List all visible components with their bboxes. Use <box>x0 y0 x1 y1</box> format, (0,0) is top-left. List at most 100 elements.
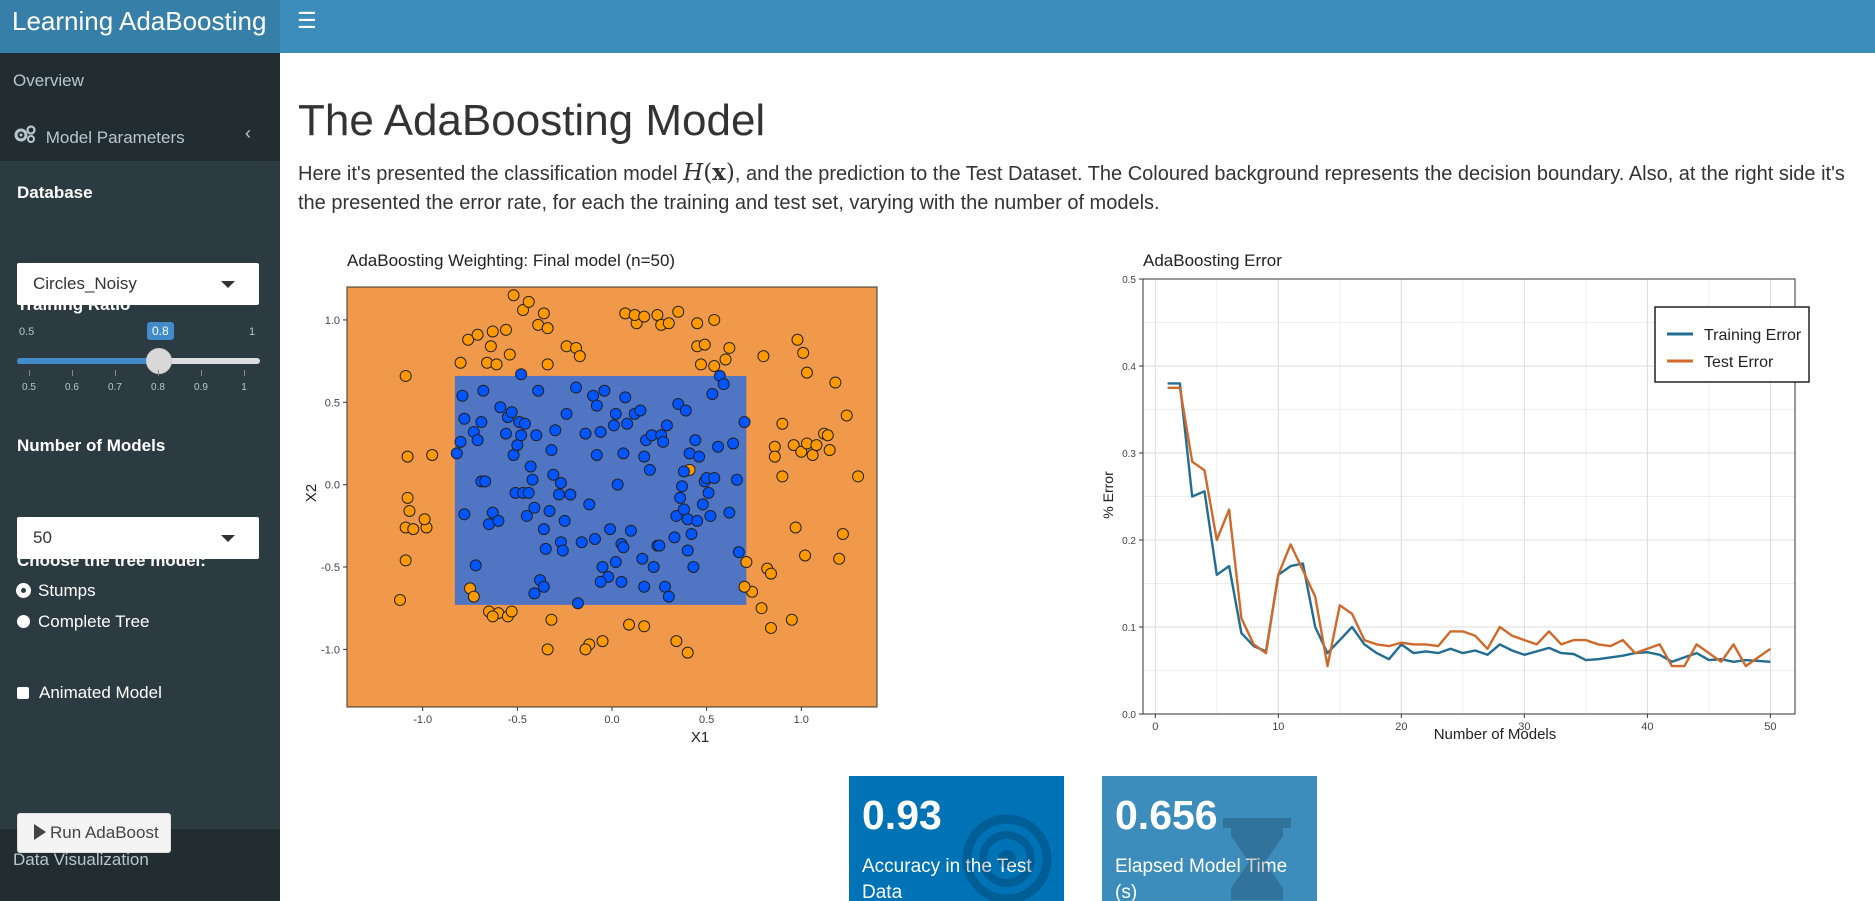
point-class-a <box>740 556 753 569</box>
x-tick-label: 0.5 <box>699 714 714 726</box>
point-class-b <box>615 575 628 588</box>
point-class-a <box>833 552 846 565</box>
x-tick-label: 20 <box>1395 721 1407 733</box>
y-tick-label: -1.0 <box>321 644 340 656</box>
point-class-a <box>765 567 777 580</box>
error-chart-xlabel: Number of Models <box>1434 726 1557 743</box>
point-class-a <box>623 618 636 631</box>
sidebar-item-overview[interactable]: Overview <box>13 71 84 90</box>
point-class-a <box>787 439 800 452</box>
point-class-b <box>677 503 690 516</box>
slider-tick <box>29 370 30 376</box>
point-class-b <box>492 514 505 527</box>
point-class-a <box>840 409 853 422</box>
animated-model-checkbox[interactable]: Animated Model <box>17 683 162 703</box>
point-class-a <box>401 450 414 463</box>
point-class-b <box>456 389 469 402</box>
y-tick-label: -0.5 <box>321 562 340 574</box>
gears-icon <box>13 125 37 148</box>
point-class-a <box>757 350 770 363</box>
point-class-b <box>549 424 562 437</box>
radio-selected-icon[interactable] <box>17 584 30 597</box>
description-text-b: , and the prediction to the Test Dataset… <box>298 163 1845 214</box>
point-class-a <box>517 304 530 317</box>
point-class-a <box>708 360 721 373</box>
accuracy-value-box: 0.93 Accuracy in the Test Data <box>849 776 1064 901</box>
point-class-b <box>689 434 702 447</box>
point-class-b <box>723 506 736 519</box>
point-class-a <box>723 341 736 354</box>
point-class-a <box>719 353 732 366</box>
point-class-b <box>668 531 681 544</box>
slider-tick-label: 0.8 <box>151 382 165 393</box>
number-of-models-value: 50 <box>33 528 52 547</box>
sidebar: Overview Model Parameters ‹ Database Cir… <box>0 53 280 901</box>
sidebar-item-data-visualization[interactable]: Data Visualization <box>13 850 149 869</box>
description-text-a: Here it's presented the classification m… <box>298 163 684 185</box>
point-class-b <box>607 419 620 432</box>
point-class-b <box>564 488 577 501</box>
bullseye-icon <box>962 814 1052 901</box>
point-class-a <box>503 348 516 361</box>
point-class-b <box>570 381 583 394</box>
point-class-b <box>679 404 692 417</box>
point-class-a <box>852 470 865 483</box>
caret-down-icon <box>221 535 235 542</box>
database-select[interactable]: Circles_Noisy <box>17 263 259 305</box>
run-adaboost-button[interactable]: Run AdaBoost <box>17 813 171 853</box>
radio-stumps[interactable]: Stumps <box>17 581 96 601</box>
header-bar: Learning AdaBoosting ☰ <box>0 0 1875 53</box>
accuracy-value: 0.93 <box>862 792 942 838</box>
app-title[interactable]: Learning AdaBoosting <box>0 0 280 53</box>
point-class-b <box>556 544 569 557</box>
point-class-b <box>609 407 622 420</box>
database-select-value: Circles_Noisy <box>33 274 137 293</box>
elapsed-time-subtitle: Elapsed Model Time (s) <box>1115 856 1288 901</box>
point-class-a <box>399 554 412 567</box>
chevron-left-icon: ‹ <box>245 123 251 143</box>
point-class-a <box>681 646 694 659</box>
slider-tick-label: 1 <box>241 382 247 393</box>
formula-close-paren: ) <box>725 160 735 186</box>
point-class-b <box>677 465 690 478</box>
point-class-b <box>634 404 647 417</box>
point-class-a <box>394 593 406 606</box>
point-class-a <box>545 613 558 626</box>
point-class-b <box>528 587 541 600</box>
point-class-a <box>596 635 609 648</box>
point-class-b <box>522 486 535 499</box>
point-class-b <box>702 486 715 499</box>
slider-tick-label: 0.7 <box>108 382 122 393</box>
database-label: Database <box>17 183 93 202</box>
formula-open-paren: ( <box>703 160 713 186</box>
hamburger-icon[interactable]: ☰ <box>297 8 317 33</box>
point-class-b <box>611 478 624 491</box>
y-tick-label: 0.1 <box>1122 623 1136 634</box>
slider-tick-label: 0.5 <box>22 382 36 393</box>
point-class-b <box>505 406 518 419</box>
point-class-a <box>698 338 711 351</box>
point-class-b <box>579 427 592 440</box>
point-class-b <box>458 508 471 521</box>
training-ratio-slider[interactable]: 0.5 1 0.8 0.5 0.6 0.7 0.8 0.9 1 <box>17 322 260 393</box>
accuracy-subtitle: Accuracy in the Test Data <box>862 856 1032 901</box>
checkbox-icon[interactable] <box>17 687 29 699</box>
point-class-a <box>541 643 554 656</box>
sidebar-item-model-parameters[interactable]: Model Parameters ‹ <box>13 123 251 148</box>
point-class-a <box>638 310 651 323</box>
radio-unselected-icon[interactable] <box>17 615 30 628</box>
slider-handle[interactable] <box>146 348 172 374</box>
point-class-b <box>530 429 543 442</box>
scatter-title: AdaBoosting Weighting: Final model (n=50… <box>347 251 675 270</box>
point-class-a <box>806 449 819 461</box>
point-class-b <box>596 561 609 573</box>
point-class-b <box>691 514 704 527</box>
point-class-b <box>738 416 751 429</box>
point-class-b <box>507 449 520 461</box>
number-of-models-select[interactable]: 50 <box>17 517 259 559</box>
point-class-a <box>800 366 813 379</box>
radio-complete-tree[interactable]: Complete Tree <box>17 612 150 632</box>
point-class-b <box>730 473 743 486</box>
point-class-b <box>617 541 630 554</box>
point-class-b <box>604 523 617 536</box>
